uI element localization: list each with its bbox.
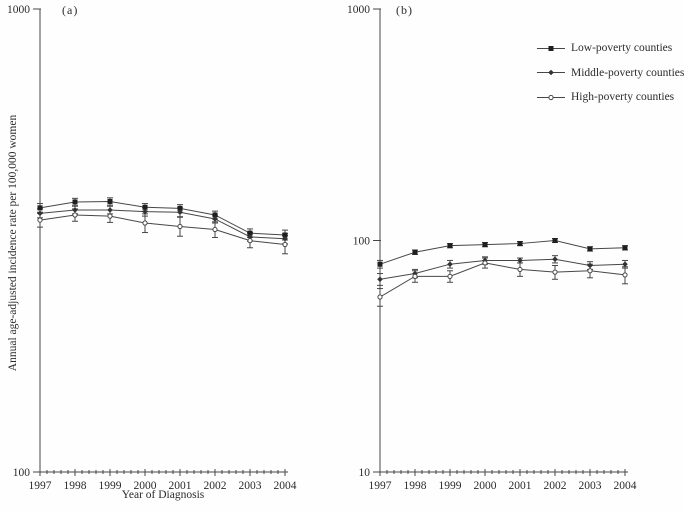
filled-diamond-marker-icon xyxy=(447,261,453,267)
filled-square-marker-icon xyxy=(412,249,418,255)
open-circle-marker-icon xyxy=(107,213,113,219)
filled-diamond-marker-icon xyxy=(282,235,288,242)
open-circle-marker-icon xyxy=(552,269,558,275)
filled-square-marker-icon xyxy=(72,199,78,205)
x-axis-title: Year of Diagnosis xyxy=(121,489,205,501)
open-circle-marker-icon xyxy=(412,273,418,279)
y-tick-label: 100 xyxy=(13,467,31,479)
filled-square-marker-icon xyxy=(447,243,453,249)
series-line xyxy=(39,209,286,240)
legend-label: Low-poverty counties xyxy=(571,42,673,55)
x-tick-label: 1999 xyxy=(99,480,122,492)
series-line xyxy=(39,200,286,236)
y-tick-label: 10 xyxy=(359,467,371,479)
series-group xyxy=(37,197,288,255)
x-tick-label: 1997 xyxy=(29,480,52,492)
filled-diamond-marker-icon xyxy=(107,207,113,213)
x-tick-label: 2002 xyxy=(544,480,567,492)
open-circle-marker-icon xyxy=(282,241,288,248)
series-group xyxy=(377,238,628,307)
x-tick-label: 2001 xyxy=(509,480,532,492)
series-line xyxy=(379,258,626,280)
y-tick-label: 100 xyxy=(353,236,371,248)
y-tick-label: 1000 xyxy=(347,4,370,16)
filled-square-marker-icon xyxy=(282,232,288,238)
filled-square-marker-icon xyxy=(107,198,113,204)
filled-diamond-marker-icon xyxy=(548,69,554,76)
filled-diamond-marker-icon xyxy=(622,261,628,267)
x-tick-label: 1999 xyxy=(439,480,462,492)
filled-diamond-marker-icon xyxy=(37,210,43,217)
panel-a: 100 1000 1997 1998 1999 2000 2001 2002 2003 2004 xyxy=(7,4,297,492)
x-tick-label: 2004 xyxy=(614,480,637,492)
x-tick-label: 2000 xyxy=(134,480,157,492)
filled-square-marker-icon xyxy=(537,45,565,51)
legend-label: High-poverty counties xyxy=(571,91,675,104)
open-circle-marker-icon xyxy=(177,223,183,230)
open-circle-marker-icon xyxy=(37,217,43,223)
filled-diamond-marker-icon xyxy=(552,256,558,263)
filled-square-marker-icon xyxy=(142,204,148,210)
filled-square-marker-icon xyxy=(377,261,383,267)
filled-square-marker-icon xyxy=(622,245,628,251)
filled-square-marker-icon xyxy=(37,205,43,211)
filled-square-marker-icon xyxy=(587,246,593,252)
series-line xyxy=(379,239,626,265)
filled-square-marker-icon xyxy=(552,238,558,243)
legend-item-middle-poverty: Middle-poverty counties xyxy=(536,61,684,86)
filled-diamond-marker-icon xyxy=(517,257,523,264)
panel-a-label: (a) xyxy=(62,3,79,17)
legend: Low-poverty counties Middle-poverty coun… xyxy=(536,36,684,110)
filled-diamond-marker-icon xyxy=(247,234,253,240)
filled-diamond-marker-icon xyxy=(177,209,183,216)
open-circle-marker-icon xyxy=(247,238,253,244)
x-tick-label: 2003 xyxy=(579,480,602,492)
open-circle-marker-icon xyxy=(517,266,523,273)
open-circle-marker-icon xyxy=(548,94,554,100)
open-circle-marker-icon xyxy=(482,260,488,266)
filled-diamond-marker-icon xyxy=(377,276,383,283)
panel-b-label: (b) xyxy=(396,3,413,17)
filled-diamond-marker-icon xyxy=(212,216,218,222)
y-axis-title: Annual age-adjusted incidence rate per 1… xyxy=(7,114,19,372)
open-circle-marker-icon xyxy=(377,294,383,300)
x-tick-label: 1997 xyxy=(369,480,392,492)
x-tick-label: 2003 xyxy=(239,480,262,492)
panel-b: 10 100 1000 1997 1998 1999 2000 2001 2002 2003 200… xyxy=(347,4,637,492)
filled-square-marker-icon xyxy=(212,212,218,218)
x-tick-label: 1998 xyxy=(404,480,427,492)
filled-diamond-marker-icon xyxy=(537,69,565,76)
open-circle-marker-icon xyxy=(72,212,78,218)
legend-item-low-poverty: Low-poverty counties xyxy=(536,36,684,61)
open-circle-marker-icon xyxy=(537,94,565,100)
series-line xyxy=(39,214,286,245)
x-tick-label: 2000 xyxy=(474,480,497,492)
x-tick-label: 1998 xyxy=(64,480,87,492)
filled-square-marker-icon xyxy=(177,205,183,211)
filled-diamond-marker-icon xyxy=(142,208,148,215)
y-tick-label: 1000 xyxy=(7,4,30,16)
legend-label: Middle-poverty counties xyxy=(571,66,685,79)
x-tick-label: 2004 xyxy=(274,480,297,492)
x-tick-label: 2001 xyxy=(169,480,192,492)
open-circle-marker-icon xyxy=(142,220,148,226)
legend-item-high-poverty: High-poverty counties xyxy=(536,85,684,110)
open-circle-marker-icon xyxy=(587,268,593,274)
filled-square-marker-icon xyxy=(482,242,488,248)
open-circle-marker-icon xyxy=(622,272,628,278)
filled-square-marker-icon xyxy=(548,45,554,51)
x-tick-label: 2002 xyxy=(204,480,227,492)
filled-square-marker-icon xyxy=(247,230,253,236)
filled-diamond-marker-icon xyxy=(72,207,78,213)
open-circle-marker-icon xyxy=(447,273,453,279)
series-line xyxy=(379,262,626,298)
open-circle-marker-icon xyxy=(212,226,218,233)
filled-diamond-marker-icon xyxy=(587,262,593,269)
filled-square-marker-icon xyxy=(517,241,523,247)
